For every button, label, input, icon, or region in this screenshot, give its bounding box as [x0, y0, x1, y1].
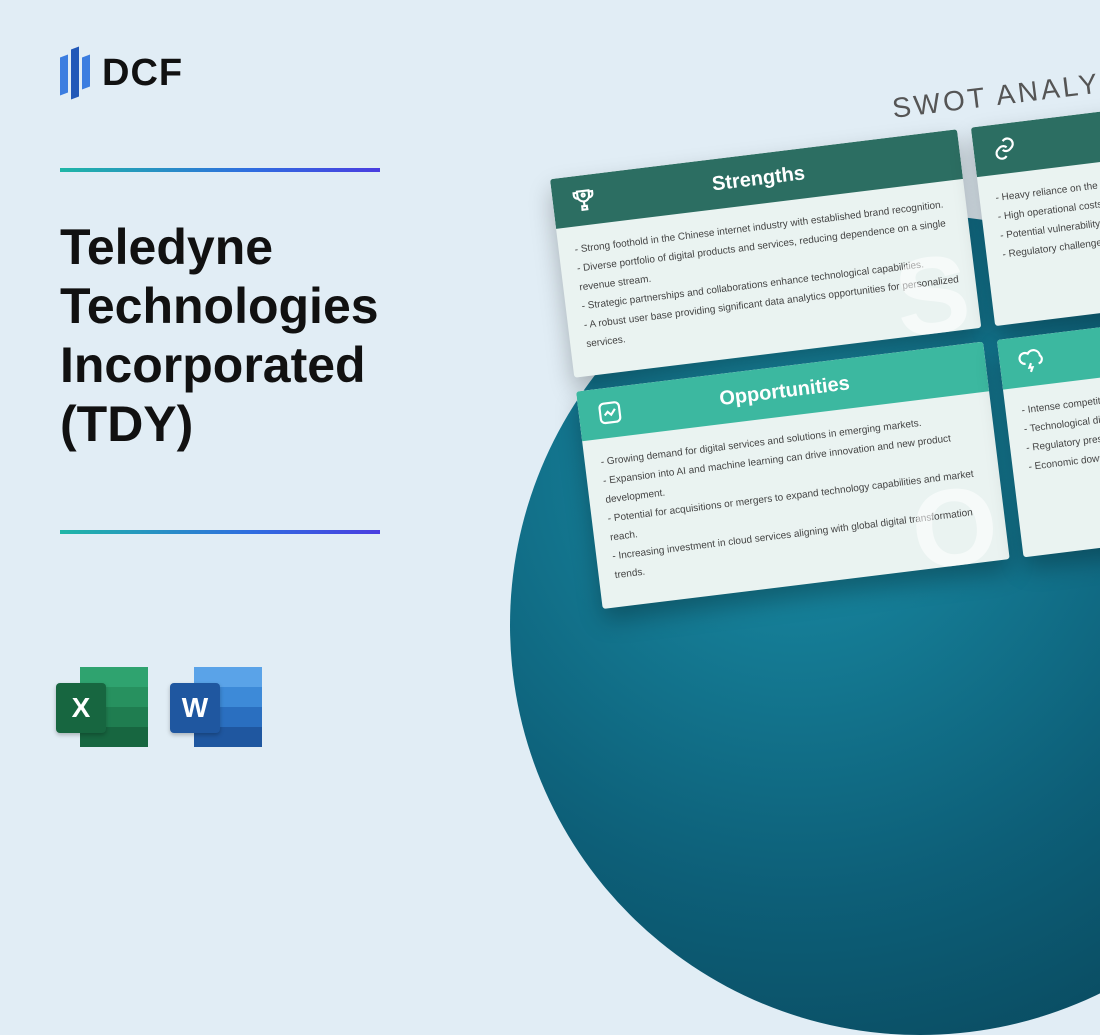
- trophy-icon: [567, 184, 600, 217]
- logo: DCF: [60, 48, 183, 98]
- logo-mark-icon: [60, 48, 90, 98]
- swot-grid: Strengths S - Strong foothold in the Chi…: [550, 104, 1100, 609]
- swot-card-strengths: Strengths S - Strong foothold in the Chi…: [550, 129, 981, 377]
- divider-bottom: [60, 530, 380, 534]
- link-icon: [988, 132, 1021, 165]
- swot-card-weaknesses: - Heavy reliance on the domesti - High o…: [971, 101, 1100, 326]
- growth-icon: [593, 396, 626, 429]
- excel-icon: X: [56, 661, 148, 753]
- storm-icon: [1014, 344, 1047, 377]
- swot-panel: SWOT ANALYSIS Strengths S - Strong footh…: [545, 60, 1100, 609]
- page-title: Teledyne Technologies Incorporated (TDY): [60, 218, 480, 454]
- excel-badge: X: [56, 683, 106, 733]
- file-icon-row: X W: [56, 661, 262, 753]
- word-badge: W: [170, 683, 220, 733]
- threats-header: [997, 313, 1100, 389]
- logo-text: DCF: [102, 52, 183, 95]
- word-icon: W: [170, 661, 262, 753]
- swot-card-threats: - Intense competition - Technological di…: [997, 313, 1100, 557]
- divider-top: [60, 168, 380, 172]
